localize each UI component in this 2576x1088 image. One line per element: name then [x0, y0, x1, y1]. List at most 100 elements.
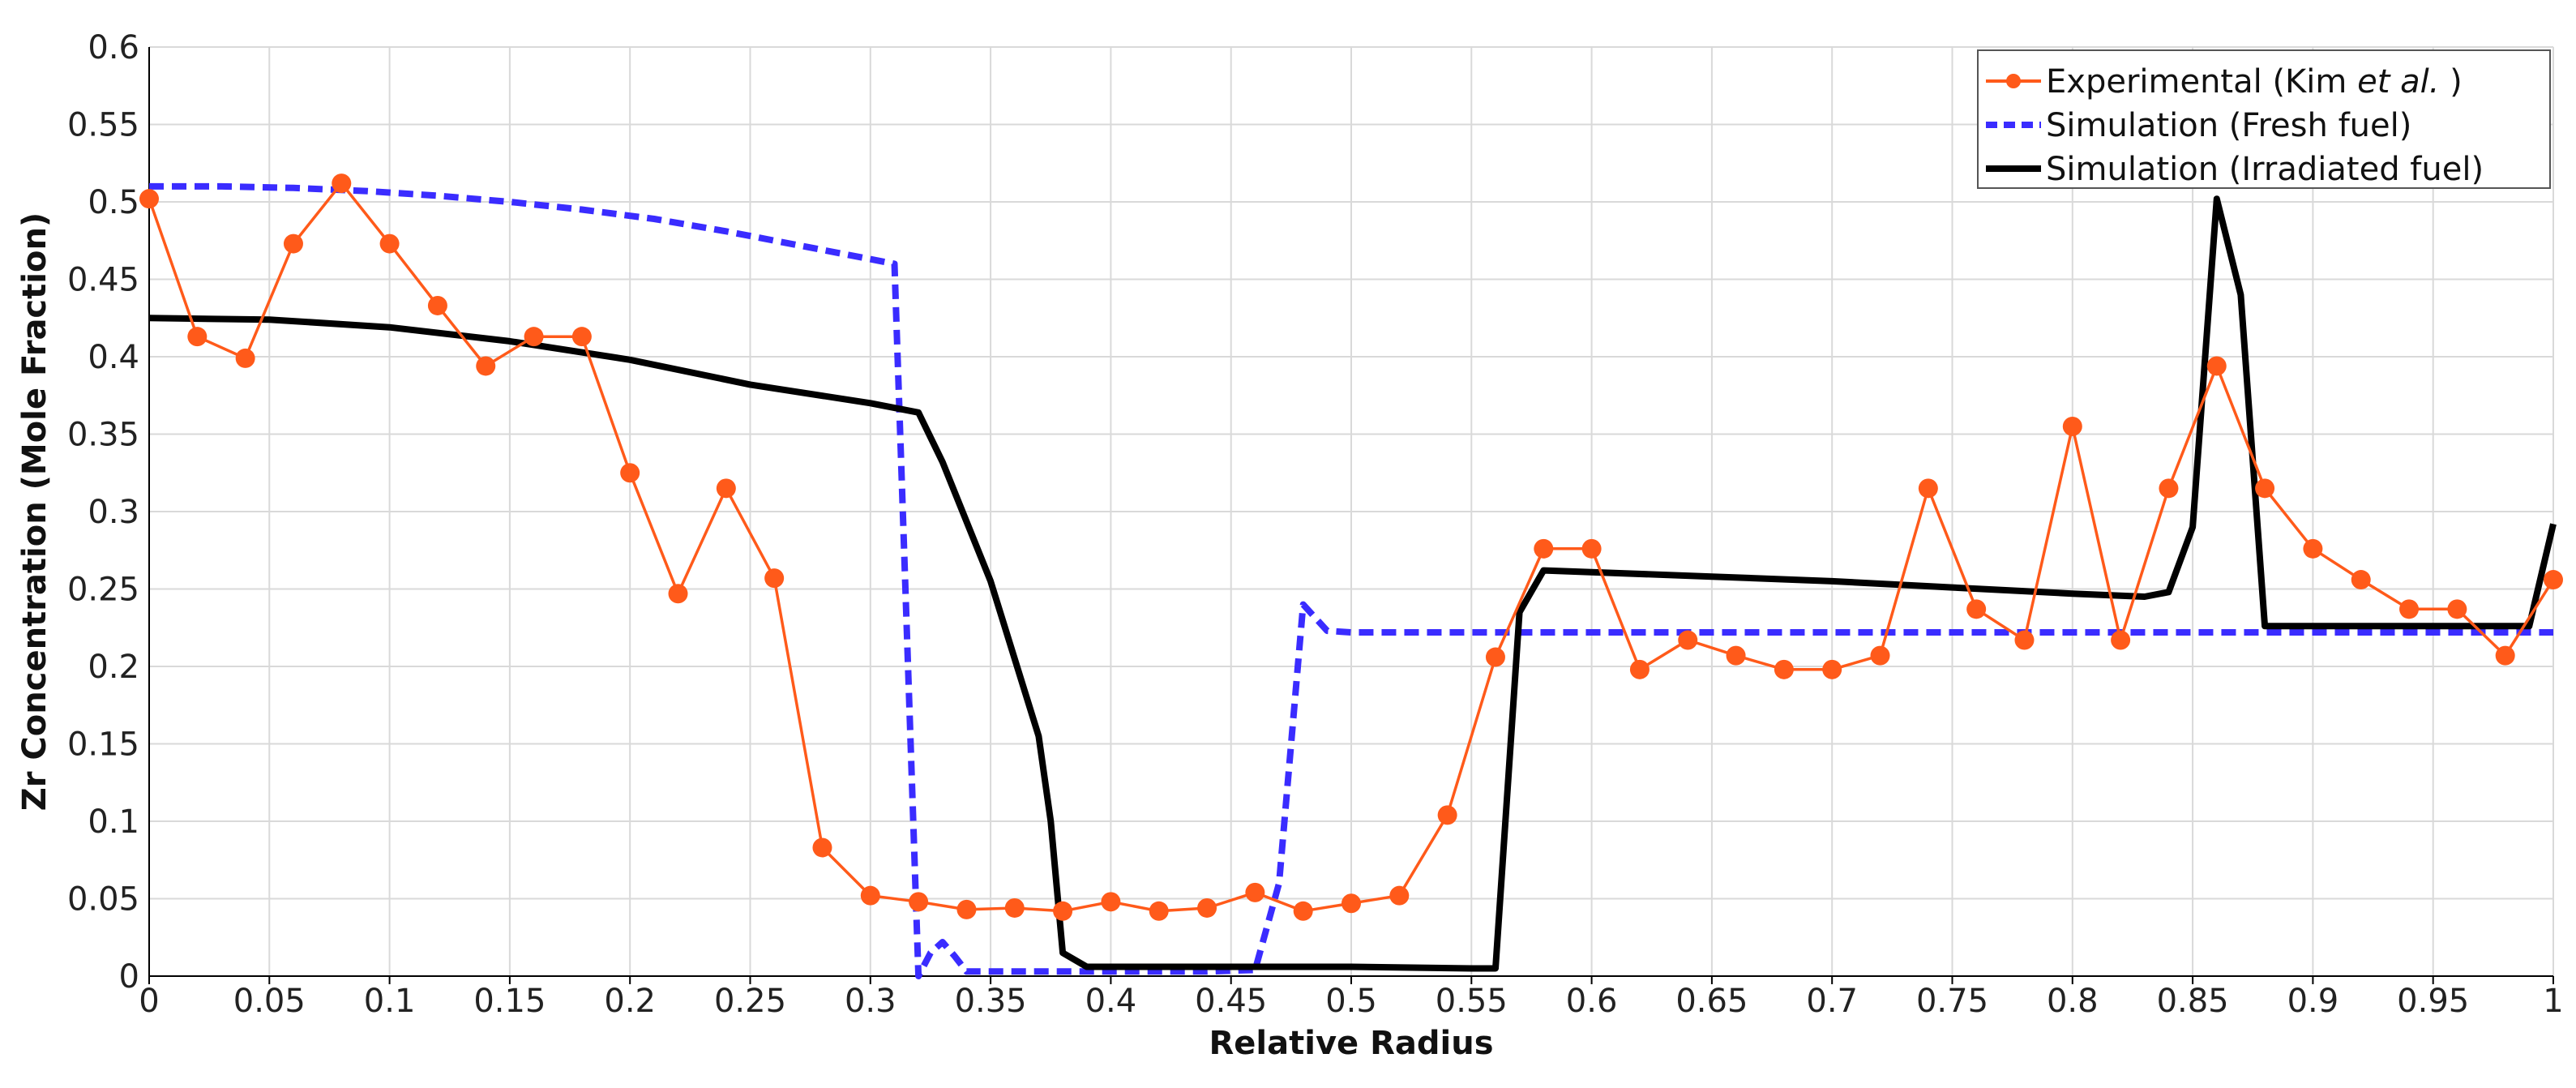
x-tick-label: 0.45 — [1195, 983, 1267, 1020]
y-axis-title: Zr Concentration (Mole Fraction) — [16, 212, 53, 811]
data-point-experimental — [235, 348, 255, 368]
data-point-experimental — [1293, 901, 1313, 921]
x-tick-label: 0.65 — [1675, 983, 1748, 1020]
data-point-experimental — [1149, 901, 1169, 921]
y-tick-label: 0.55 — [67, 107, 139, 144]
legend-box — [1977, 49, 2551, 189]
x-tick-label: 0.6 — [1566, 983, 1618, 1020]
legend-experimental-label: Experimental (Kim et al. ) — [2046, 63, 2463, 101]
y-tick-label: 0.05 — [67, 881, 139, 919]
tick-labels: 0 0.05 0.1 0.15 0.2 0.25 0.3 0.35 0.4 0.45 0.5 0.55… — [67, 29, 2564, 1020]
y-tick-label: 0.45 — [67, 262, 139, 299]
data-point-experimental — [139, 189, 159, 209]
series-line-irradiated — [148, 195, 2557, 972]
x-tick-label: 0.1 — [364, 983, 416, 1020]
data-point-experimental — [427, 295, 447, 315]
data-point-experimental — [2495, 645, 2515, 666]
data-point-experimental — [187, 327, 208, 347]
data-point-experimental — [620, 463, 640, 483]
legend-experimental-prefix: Experimental (Kim — [2046, 63, 2357, 101]
y-tick-label: 0.1 — [88, 803, 139, 841]
data-point-experimental — [1629, 659, 1650, 679]
data-point-experimental — [1581, 538, 1602, 559]
legend-experimental-suffix: ) — [2439, 63, 2462, 101]
y-tick-label: 0.25 — [67, 572, 139, 609]
legend-fresh-label: Simulation (Fresh fuel) — [2046, 107, 2411, 144]
y-tick-label: 0.6 — [88, 29, 139, 66]
data-point-experimental — [1966, 599, 1987, 619]
marker-layer — [139, 173, 2563, 921]
data-point-experimental — [1389, 885, 1410, 906]
legend: Experimental (Kim et al. ) Simulation (F… — [1977, 49, 2551, 189]
data-point-experimental — [2014, 630, 2035, 650]
data-point-experimental — [1726, 645, 1746, 666]
y-tick-label: 0.2 — [88, 649, 139, 686]
data-point-experimental — [2111, 630, 2131, 650]
data-point-experimental — [1534, 538, 1554, 559]
legend-experimental-italic: et al. — [2357, 63, 2439, 101]
data-point-experimental — [571, 327, 592, 347]
y-tick-label: 0.35 — [67, 417, 139, 454]
data-point-experimental — [2255, 478, 2275, 499]
series-line-fresh — [149, 182, 2553, 979]
x-tick-label: 1 — [2543, 983, 2563, 1020]
x-tick-label: 0.05 — [233, 983, 306, 1020]
data-point-experimental — [812, 837, 832, 858]
data-point-experimental — [2399, 599, 2420, 619]
data-point-experimental — [909, 892, 929, 912]
data-point-experimental — [668, 584, 688, 604]
data-point-experimental — [2062, 416, 2082, 436]
data-point-experimental — [283, 233, 303, 254]
data-point-experimental — [1004, 897, 1025, 918]
x-tick-label: 0.7 — [1806, 983, 1858, 1020]
data-point-experimental — [1101, 892, 1121, 912]
x-tick-label: 0.75 — [1916, 983, 1988, 1020]
data-point-experimental — [1870, 645, 1890, 666]
data-point-experimental — [1822, 659, 1842, 679]
x-tick-label: 0.15 — [473, 983, 546, 1020]
data-point-experimental — [764, 568, 785, 589]
data-point-experimental — [1197, 897, 1217, 918]
legend-irradiated-label: Simulation (Irradiated fuel) — [2046, 151, 2484, 188]
y-tick-label: 0.3 — [88, 494, 139, 531]
x-tick-label: 0.9 — [2287, 983, 2339, 1020]
data-point-experimental — [1678, 630, 1698, 650]
x-tick-label: 0.35 — [955, 983, 1027, 1020]
data-point-experimental — [1053, 901, 1073, 921]
data-point-experimental — [2159, 478, 2179, 499]
data-point-experimental — [2351, 570, 2371, 590]
data-point-experimental — [1341, 893, 1361, 914]
data-point-experimental — [860, 885, 880, 906]
x-tick-label: 0.95 — [2397, 983, 2469, 1020]
data-point-experimental — [476, 356, 496, 376]
x-tick-label: 0.8 — [2047, 983, 2099, 1020]
y-tick-label: 0 — [119, 958, 139, 996]
data-point-experimental — [332, 173, 352, 194]
x-tick-label: 0 — [139, 983, 159, 1020]
y-tick-label: 0.4 — [88, 339, 139, 376]
data-point-experimental — [2447, 599, 2467, 619]
y-tick-label: 0.15 — [67, 726, 139, 764]
data-point-experimental — [524, 327, 544, 347]
x-tick-label: 0.5 — [1325, 983, 1377, 1020]
data-point-experimental — [1485, 647, 1505, 667]
data-point-experimental — [2206, 356, 2227, 376]
x-tick-label: 0.3 — [845, 983, 896, 1020]
x-tick-label: 0.2 — [604, 983, 656, 1020]
legend-experimental-swatch-marker — [2006, 74, 2021, 88]
data-point-experimental — [956, 899, 977, 919]
data-point-experimental — [1774, 659, 1794, 679]
data-point-experimental — [1245, 882, 1265, 902]
x-tick-label: 0.55 — [1436, 983, 1508, 1020]
y-tick-label: 0.5 — [88, 184, 139, 221]
data-point-experimental — [2303, 538, 2323, 559]
x-axis-title: Relative Radius — [1209, 1025, 1493, 1062]
x-tick-label: 0.4 — [1085, 983, 1137, 1020]
data-point-experimental — [716, 478, 736, 499]
data-point-experimental — [2544, 570, 2563, 590]
x-tick-label: 0.25 — [714, 983, 786, 1020]
data-point-experimental — [379, 233, 400, 254]
data-point-experimental — [1437, 805, 1457, 825]
data-point-experimental — [1918, 478, 1938, 499]
